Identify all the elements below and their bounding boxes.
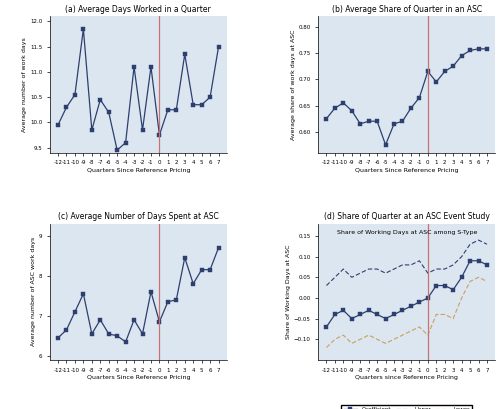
Coefficient <box>332 312 338 317</box>
Lower <box>408 328 414 333</box>
Lower <box>332 337 338 342</box>
Coefficient <box>425 295 431 300</box>
Coefficient <box>382 316 388 321</box>
Coefficient <box>442 283 448 288</box>
Upper <box>391 267 397 272</box>
X-axis label: Quarters Since Reference Pricing: Quarters Since Reference Pricing <box>86 375 190 380</box>
Lower <box>434 312 440 317</box>
Coefficient <box>349 316 355 321</box>
Coefficient <box>467 258 473 263</box>
Lower <box>442 312 448 317</box>
Upper <box>366 267 372 272</box>
Title: (c) Average Number of Days Spent at ASC: (c) Average Number of Days Spent at ASC <box>58 212 218 221</box>
Coefficient <box>434 283 440 288</box>
Lower <box>391 337 397 342</box>
X-axis label: Quarters Since Reference Pricing: Quarters Since Reference Pricing <box>86 168 190 173</box>
Coefficient <box>391 312 397 317</box>
Y-axis label: Average number of work days: Average number of work days <box>22 37 28 132</box>
Coefficient <box>408 304 414 309</box>
Upper <box>484 242 490 247</box>
Upper <box>408 263 414 267</box>
Lower <box>400 333 406 337</box>
Coefficient <box>416 300 422 305</box>
Coefficient <box>400 308 406 313</box>
Lower <box>458 295 464 300</box>
Lower <box>349 341 355 346</box>
Lower <box>366 333 372 337</box>
Title: (b) Average Share of Quarter in an ASC: (b) Average Share of Quarter in an ASC <box>332 5 482 14</box>
Line: Lower: Lower <box>326 277 487 348</box>
Lower <box>484 279 490 284</box>
Coefficient <box>324 324 330 329</box>
Upper <box>416 258 422 263</box>
Legend: Coefficient, Upper, Lower: Coefficient, Upper, Lower <box>342 405 472 409</box>
Lower <box>476 275 482 280</box>
X-axis label: Quarters since Reference Pricing: Quarters since Reference Pricing <box>356 375 458 380</box>
Title: (d) Share of Quarter at an ASC Event Study: (d) Share of Quarter at an ASC Event Stu… <box>324 212 490 221</box>
Upper <box>400 263 406 267</box>
Upper <box>476 238 482 243</box>
Coefficient <box>357 312 363 317</box>
Lower <box>374 337 380 342</box>
Text: Share of Working Days at ASC among S-Type: Share of Working Days at ASC among S-Typ… <box>336 230 477 236</box>
Coefficient <box>366 308 372 313</box>
Lower <box>467 279 473 284</box>
Lower <box>425 333 431 337</box>
Upper <box>340 267 346 272</box>
Upper <box>467 242 473 247</box>
Upper <box>374 267 380 272</box>
Y-axis label: Average number of ASC work days: Average number of ASC work days <box>31 237 36 346</box>
Upper <box>382 271 388 276</box>
Y-axis label: Average share of work days at ASC: Average share of work days at ASC <box>290 29 296 140</box>
Coefficient <box>484 263 490 267</box>
Upper <box>434 267 440 272</box>
Upper <box>324 283 330 288</box>
Upper <box>332 275 338 280</box>
Upper <box>349 275 355 280</box>
X-axis label: Quarters Since Reference Pricing: Quarters Since Reference Pricing <box>355 168 459 173</box>
Coefficient <box>458 275 464 280</box>
Upper <box>458 254 464 259</box>
Title: (a) Average Days Worked in a Quarter: (a) Average Days Worked in a Quarter <box>66 5 211 14</box>
Coefficient <box>340 308 346 313</box>
Upper <box>450 263 456 267</box>
Coefficient <box>450 287 456 292</box>
Line: Coefficient: Coefficient <box>324 259 488 328</box>
Upper <box>425 271 431 276</box>
Line: Upper: Upper <box>326 240 487 285</box>
Upper <box>442 267 448 272</box>
Lower <box>382 341 388 346</box>
Lower <box>450 316 456 321</box>
Lower <box>357 337 363 342</box>
Y-axis label: Share of Working Days at ASC: Share of Working Days at ASC <box>286 245 291 339</box>
Coefficient <box>476 258 482 263</box>
Lower <box>416 324 422 329</box>
Coefficient <box>374 312 380 317</box>
Lower <box>340 333 346 337</box>
Lower <box>324 345 330 350</box>
Upper <box>357 271 363 276</box>
